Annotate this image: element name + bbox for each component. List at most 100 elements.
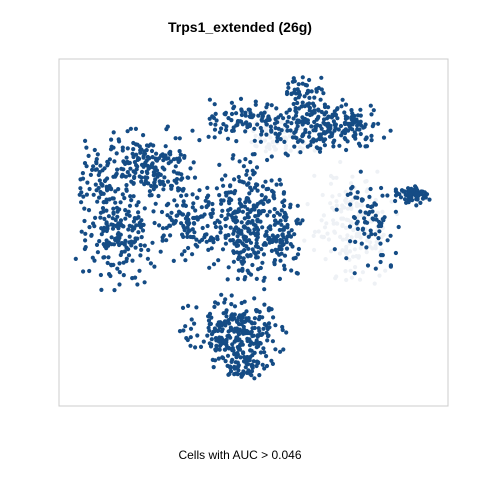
active-cell-point: [173, 219, 178, 224]
active-cell-point: [246, 107, 251, 112]
active-cell-point: [118, 252, 123, 258]
inactive-cell-point: [334, 175, 339, 180]
inactive-cell-point: [262, 138, 267, 143]
active-cell-point: [180, 212, 185, 217]
active-cell-point: [211, 115, 216, 120]
active-cell-point: [235, 319, 240, 324]
inactive-cell-point: [270, 140, 275, 145]
active-cell-point: [99, 287, 104, 292]
active-cell-point: [207, 116, 212, 121]
active-cell-point: [180, 305, 186, 310]
active-cell-point: [135, 236, 140, 241]
active-cell-point: [306, 103, 311, 108]
active-cell-point: [197, 188, 202, 193]
active-cell-point: [273, 131, 278, 136]
active-cell-point: [230, 128, 235, 133]
active-cell-point: [144, 143, 150, 148]
active-cell-point: [284, 246, 290, 251]
active-cell-point: [189, 317, 194, 322]
active-cell-point: [181, 199, 186, 204]
inactive-cell-point: [328, 249, 334, 254]
active-cell-point: [259, 132, 264, 137]
active-cell-point: [272, 260, 277, 265]
inactive-cell-point: [343, 269, 348, 274]
active-cell-point: [156, 193, 161, 199]
active-cell-point: [208, 344, 214, 349]
active-cell-point: [293, 255, 298, 260]
active-cell-point: [233, 360, 238, 365]
active-cell-point: [224, 216, 229, 221]
active-cell-point: [370, 204, 375, 209]
inactive-cell-point: [339, 207, 344, 212]
active-cell-point: [153, 172, 158, 177]
active-cell-point: [263, 233, 268, 238]
active-cell-point: [377, 219, 382, 225]
active-cell-point: [118, 218, 124, 223]
active-cell-point: [95, 250, 100, 255]
active-cell-point: [179, 221, 184, 226]
active-cell-point: [255, 333, 260, 338]
active-cell-point: [343, 114, 348, 119]
active-cell-point: [82, 246, 87, 252]
active-cell-point: [188, 166, 193, 171]
active-cell-point: [339, 104, 344, 109]
active-cell-point: [240, 241, 245, 246]
active-cell-point: [95, 152, 100, 157]
active-cell-point: [349, 121, 354, 126]
active-cell-point: [275, 233, 280, 239]
active-cell-point: [91, 221, 96, 226]
active-cell-point: [232, 241, 237, 246]
active-cell-point: [98, 210, 103, 215]
active-cell-point: [209, 246, 214, 251]
active-cell-point: [265, 102, 270, 107]
active-cell-point: [79, 229, 84, 234]
active-cell-point: [220, 355, 225, 360]
active-cell-point: [388, 128, 393, 133]
active-cell-point: [226, 329, 231, 334]
active-cell-point: [223, 235, 228, 240]
active-cell-point: [235, 243, 241, 248]
inactive-cell-point: [266, 142, 271, 147]
active-cell-point: [238, 119, 243, 124]
inactive-cell-point: [351, 254, 356, 259]
active-cell-point: [235, 335, 240, 340]
active-cell-point: [191, 215, 196, 221]
active-cell-point: [282, 263, 287, 268]
inactive-cell-point: [389, 199, 394, 204]
active-cell-point: [210, 201, 215, 207]
active-cell-point: [388, 233, 393, 238]
active-cell-point: [195, 195, 200, 200]
active-cell-point: [306, 89, 311, 94]
active-cell-point: [312, 95, 317, 100]
active-cell-point: [271, 237, 277, 242]
active-cell-point: [197, 239, 202, 244]
active-cell-point: [212, 329, 217, 334]
active-cell-point: [227, 371, 232, 377]
active-cell-point: [223, 340, 228, 345]
inactive-cell-point: [325, 231, 330, 236]
active-cell-point: [254, 237, 259, 242]
active-cell-point: [362, 220, 368, 225]
active-cell-point: [132, 174, 137, 179]
active-cell-point: [285, 128, 290, 133]
active-cell-point: [257, 373, 262, 378]
active-cell-point: [236, 268, 241, 273]
active-cell-point: [247, 199, 252, 204]
inactive-cell-point: [340, 248, 345, 253]
active-cell-point: [171, 157, 177, 162]
active-cell-point: [186, 303, 191, 308]
active-cell-point: [252, 138, 257, 143]
active-cell-point: [318, 97, 323, 102]
inactive-cell-point: [377, 273, 382, 278]
active-cell-point: [266, 321, 272, 326]
active-cell-point: [164, 127, 169, 132]
active-cell-point: [256, 317, 262, 322]
active-cell-point: [164, 203, 169, 208]
active-cell-point: [367, 194, 372, 199]
active-cell-point: [272, 196, 277, 201]
inactive-cell-point: [312, 247, 317, 253]
active-cell-point: [408, 192, 413, 197]
active-cell-point: [128, 194, 133, 199]
active-cell-point: [254, 241, 259, 246]
active-cell-point: [87, 225, 92, 230]
